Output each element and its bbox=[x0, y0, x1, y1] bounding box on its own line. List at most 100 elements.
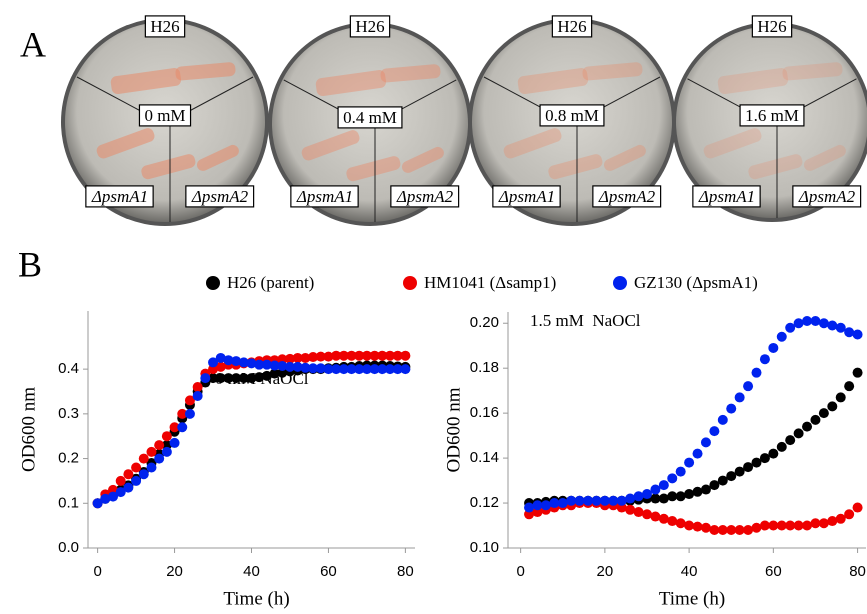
data-point bbox=[810, 414, 821, 425]
data-point bbox=[574, 495, 585, 506]
data-point bbox=[377, 364, 388, 375]
data-point bbox=[131, 462, 142, 473]
x-tick-label: 80 bbox=[849, 563, 866, 580]
data-point bbox=[238, 357, 249, 368]
data-point bbox=[768, 342, 779, 353]
data-point bbox=[200, 373, 211, 384]
data-point bbox=[810, 518, 821, 529]
plate-label: H26 bbox=[757, 17, 786, 36]
data-point bbox=[169, 422, 180, 433]
plate-label: ΔpsmA2 bbox=[798, 187, 856, 206]
data-point bbox=[759, 520, 770, 531]
data-point bbox=[835, 322, 846, 333]
y-tick-label: 0.12 bbox=[470, 494, 499, 511]
streak bbox=[703, 128, 762, 159]
data-point bbox=[300, 362, 311, 373]
data-point bbox=[793, 520, 804, 531]
data-point bbox=[315, 363, 326, 374]
data-point bbox=[308, 363, 319, 374]
data-point bbox=[269, 360, 280, 371]
plate-label: ΔpsmA1 bbox=[296, 187, 353, 206]
streak bbox=[782, 62, 843, 81]
data-point bbox=[369, 350, 380, 361]
streak bbox=[301, 130, 360, 161]
data-point bbox=[743, 381, 754, 392]
data-point bbox=[768, 448, 779, 459]
data-point bbox=[231, 373, 242, 384]
data-point bbox=[793, 318, 804, 329]
plate-label: ΔpsmA1 bbox=[698, 187, 755, 206]
y-tick-label: 0.18 bbox=[470, 359, 499, 376]
data-point bbox=[785, 520, 796, 531]
data-point bbox=[675, 491, 686, 502]
plate-label: 0.8 mM bbox=[545, 106, 599, 125]
data-point bbox=[641, 509, 652, 520]
legend-marker bbox=[613, 276, 627, 290]
data-point bbox=[802, 315, 813, 326]
data-point bbox=[692, 521, 703, 532]
data-point bbox=[161, 446, 172, 457]
plate-label: 0.4 mM bbox=[343, 108, 397, 127]
data-point bbox=[810, 315, 821, 326]
data-point bbox=[700, 484, 711, 495]
y-tick-label: 0.1 bbox=[58, 494, 79, 511]
data-point bbox=[776, 441, 787, 452]
data-point bbox=[123, 469, 134, 480]
data-point bbox=[785, 435, 796, 446]
legend-marker bbox=[403, 276, 417, 290]
charts: 0.0 0.1 0.2 0.3 0.4 0 20 40 60 80 Time (h) OD600 nm… bbox=[18, 311, 866, 609]
data-point bbox=[246, 373, 257, 384]
streak bbox=[748, 154, 803, 180]
data-point bbox=[532, 500, 543, 511]
data-point bbox=[123, 482, 134, 493]
plate-label: ΔpsmA2 bbox=[191, 187, 249, 206]
y-tick-label: 0.3 bbox=[58, 405, 79, 422]
y-axis-label: OD600 nm bbox=[443, 387, 464, 472]
data-point bbox=[323, 364, 334, 375]
data-point bbox=[650, 493, 661, 504]
streak bbox=[517, 68, 589, 95]
data-point bbox=[709, 426, 720, 437]
data-point bbox=[400, 350, 411, 361]
data-point bbox=[354, 364, 365, 375]
x-axis-label: Time (h) bbox=[659, 588, 725, 609]
data-point bbox=[844, 327, 855, 338]
data-point bbox=[751, 367, 762, 378]
data-point bbox=[215, 373, 226, 384]
data-point bbox=[734, 525, 745, 536]
streak bbox=[717, 68, 789, 95]
data-point bbox=[208, 357, 219, 368]
data-point bbox=[277, 361, 288, 372]
data-point bbox=[827, 401, 838, 412]
plate-label: 1.6 mM bbox=[745, 106, 799, 125]
y-tick-label: 0.4 bbox=[58, 360, 79, 377]
y-axis-label: OD600 nm bbox=[18, 387, 39, 472]
data-point bbox=[400, 364, 411, 375]
label-box bbox=[144, 15, 186, 38]
data-point bbox=[818, 518, 829, 529]
streak bbox=[196, 144, 239, 171]
x-tick-label: 60 bbox=[765, 563, 782, 580]
x-tick-label: 0 bbox=[516, 563, 524, 580]
x-tick-label: 80 bbox=[397, 563, 414, 580]
streak bbox=[548, 154, 603, 180]
label-box bbox=[539, 104, 605, 127]
data-point bbox=[208, 373, 219, 384]
y-tick-label: 0.14 bbox=[470, 449, 499, 466]
data-point bbox=[223, 355, 234, 366]
data-point bbox=[667, 473, 678, 484]
data-point bbox=[338, 364, 349, 375]
data-point bbox=[835, 513, 846, 524]
data-point bbox=[292, 352, 303, 363]
data-point bbox=[734, 392, 745, 403]
data-point bbox=[827, 516, 838, 527]
data-point bbox=[743, 525, 754, 536]
data-point bbox=[633, 507, 644, 518]
data-point bbox=[308, 352, 319, 363]
streak bbox=[96, 128, 155, 159]
legend-label: HM1041 (Δsamp1) bbox=[424, 273, 556, 292]
x-tick-label: 60 bbox=[320, 563, 337, 580]
legend-label: GZ130 (ΔpsmA1) bbox=[634, 273, 758, 292]
data-point bbox=[377, 350, 388, 361]
label-box bbox=[185, 185, 255, 208]
